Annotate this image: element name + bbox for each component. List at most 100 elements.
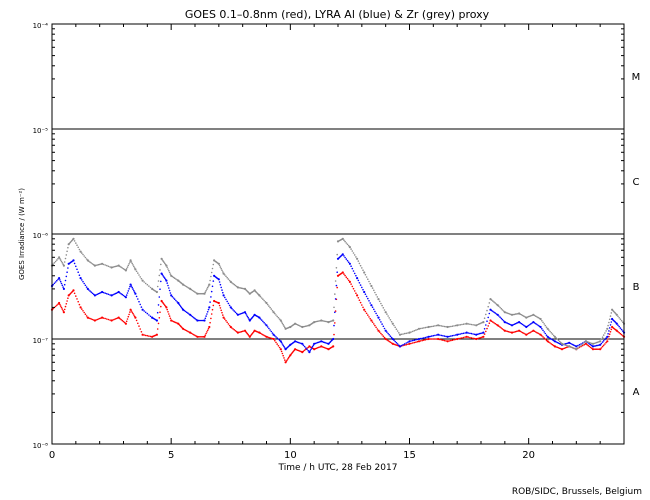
series-1-dot: [161, 273, 164, 276]
series-2-dot: [498, 305, 500, 308]
series-2-dot: [415, 329, 417, 331]
series-0-dot: [333, 333, 335, 336]
series-0-dot: [429, 338, 432, 340]
series-1-dot: [53, 282, 56, 285]
series-1-point: [258, 316, 261, 319]
series-0-dot: [126, 318, 129, 320]
series-0-dot: [282, 354, 285, 357]
series-2-point: [575, 348, 578, 351]
series-0-dot: [169, 317, 172, 320]
series-2-dot: [75, 242, 77, 244]
series-2-dot: [499, 306, 501, 309]
series-1-point: [170, 294, 173, 297]
series-1-point: [437, 333, 440, 336]
series-0-dot: [220, 309, 222, 312]
series-2-dot: [514, 313, 517, 315]
series-2-dot: [432, 325, 435, 328]
series-1-dot: [580, 343, 582, 345]
series-2-dot: [140, 277, 143, 280]
series-1-dot: [282, 344, 285, 347]
series-1-dot: [500, 317, 503, 320]
series-1-dot: [375, 312, 377, 315]
series-2-dot: [345, 242, 348, 244]
series-2-point: [279, 319, 282, 322]
series-1-dot: [617, 324, 619, 327]
series-1-dot: [228, 304, 231, 307]
series-2-dot: [104, 264, 106, 266]
series-1-dot: [493, 311, 495, 314]
series-1-dot: [73, 262, 76, 265]
series-2-dot: [527, 315, 530, 318]
series-1-dot: [499, 316, 501, 319]
series-1-dot: [416, 338, 419, 341]
series-0-dot: [617, 330, 619, 333]
series-2-dot: [204, 291, 207, 294]
series-2-point: [258, 294, 261, 297]
series-1-dot: [121, 293, 124, 296]
series-2-dot: [381, 304, 383, 307]
series-0-dot: [185, 329, 188, 332]
series-2-point: [165, 264, 168, 267]
series-0-dot: [493, 322, 495, 324]
series-0-dot: [166, 308, 168, 311]
series-1-dot: [566, 342, 568, 345]
series-2-dot: [282, 323, 285, 326]
series-1-dot: [351, 267, 354, 270]
series-1-point: [165, 279, 168, 282]
series-1-dot: [367, 297, 369, 300]
chart-title: GOES 0.1–0.8nm (red), LYRA Al (blue) & Z…: [185, 8, 490, 21]
series-1-dot: [361, 286, 363, 289]
series-1-dot: [56, 279, 58, 282]
series-1-point: [377, 316, 380, 319]
series-2-dot: [129, 261, 131, 263]
series-1-dot: [262, 320, 264, 323]
series-2-dot: [453, 325, 455, 327]
series-0-dot: [526, 333, 529, 335]
series-1-point: [222, 294, 225, 297]
series-1-dot: [219, 283, 222, 286]
series-2-dot: [351, 250, 354, 252]
series-1-point: [370, 304, 373, 307]
series-0-dot: [507, 330, 510, 333]
series-2-dot: [305, 325, 307, 328]
series-0-dot: [228, 324, 231, 327]
series-0-dot: [387, 339, 389, 342]
series-1-point: [446, 335, 449, 338]
series-2-dot: [149, 286, 152, 289]
series-0-dot: [199, 336, 201, 338]
series-1-dot: [595, 344, 598, 347]
series-0-dot: [162, 302, 164, 304]
series-2-dot: [227, 278, 230, 280]
series-1-dot: [334, 311, 336, 314]
series-2-dot: [266, 303, 269, 306]
series-2-dot: [132, 264, 134, 266]
series-1-dot: [302, 344, 305, 347]
series-0-dot: [448, 340, 451, 342]
series-1-dot: [234, 311, 237, 314]
y-tick-label-0: 10⁻⁸: [33, 442, 49, 450]
series-0-dot: [587, 344, 590, 347]
series-2-dot: [593, 342, 595, 345]
series-2-dot: [102, 263, 105, 266]
series-1-dot: [550, 338, 553, 340]
series-1-dot: [473, 333, 476, 336]
series-0-dot: [610, 328, 613, 331]
series-0-dot: [492, 321, 494, 323]
series-1-dot: [609, 324, 612, 326]
series-2-dot: [77, 246, 79, 249]
series-0-dot: [618, 331, 620, 334]
series-2-dot: [106, 264, 108, 267]
series-1-dot: [321, 340, 324, 343]
series-0-dot: [206, 331, 208, 333]
series-2-dot: [54, 260, 57, 263]
series-2-dot: [473, 324, 476, 326]
series-1-dot: [357, 279, 360, 282]
series-0-dot: [597, 348, 599, 351]
series-0-point: [437, 337, 440, 341]
series-2-dot: [85, 258, 88, 260]
series-2-dot: [157, 280, 160, 282]
series-0-dot: [353, 290, 356, 292]
series-2-dot: [389, 319, 392, 321]
series-2-point: [72, 237, 75, 240]
series-1-dot: [59, 280, 62, 283]
